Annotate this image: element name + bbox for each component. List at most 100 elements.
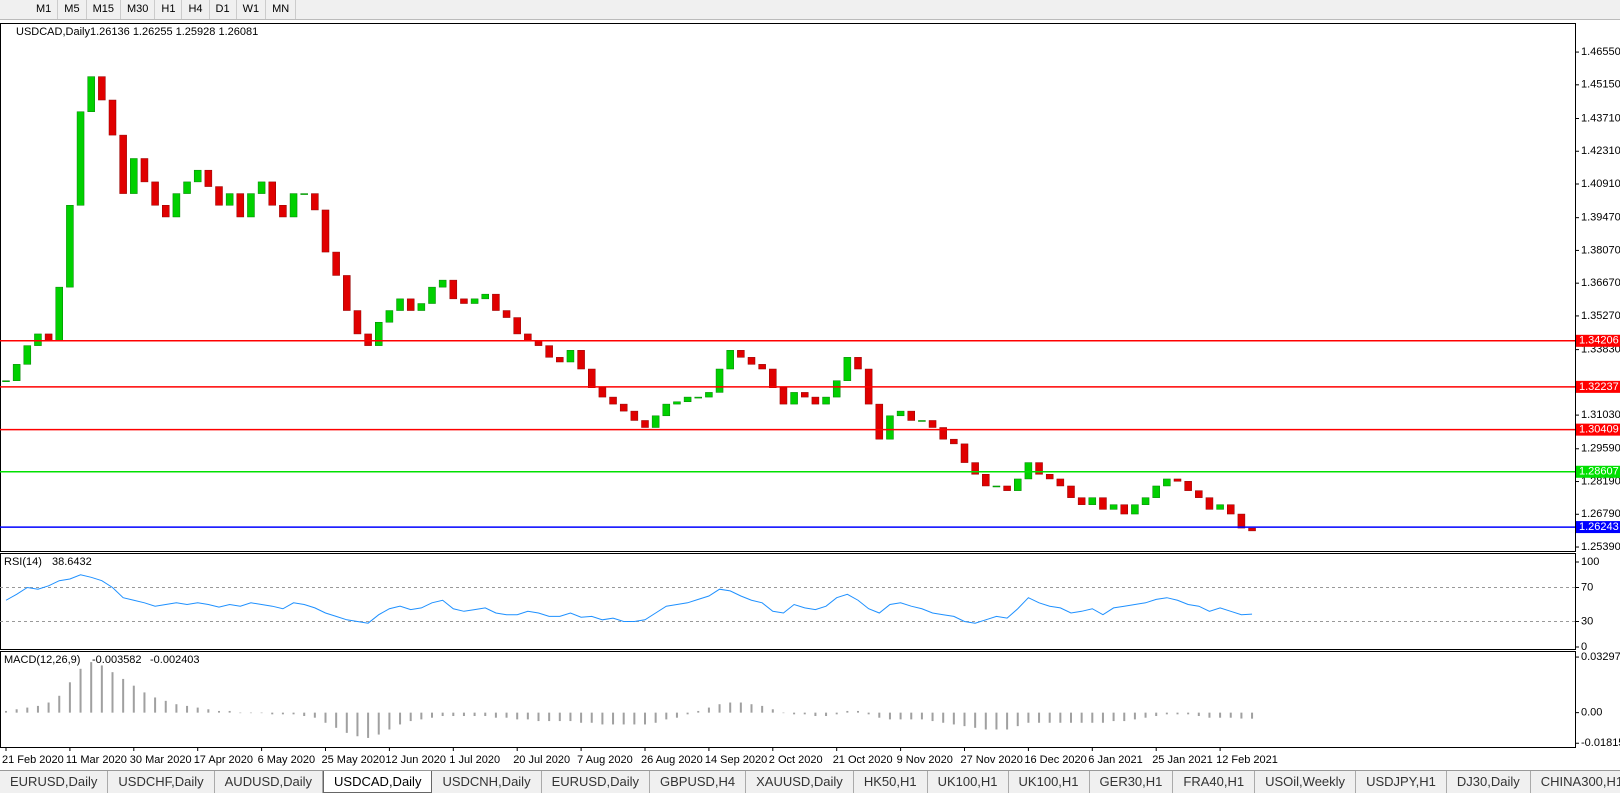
macd-bar [739, 702, 742, 713]
macd-bar [558, 712, 561, 722]
chart-tab[interactable]: GER30,H1 [1090, 771, 1174, 793]
candle [108, 99, 117, 136]
candle [673, 401, 681, 405]
timeframe-button[interactable]: H1 [155, 0, 183, 19]
macd-bar [1208, 712, 1211, 718]
rsi-current: 38.6432 [52, 556, 92, 568]
macd-bar [1070, 712, 1072, 723]
macd-bar [867, 712, 870, 715]
candle [1099, 497, 1107, 510]
candle [289, 193, 298, 218]
macd-bar [186, 705, 189, 713]
macd-bar [612, 712, 615, 725]
timeframe-button[interactable]: M1 [30, 0, 59, 19]
macd-bar [462, 712, 465, 717]
candle [1184, 481, 1192, 491]
candle [193, 169, 202, 183]
y-tick-label: 1.39470 [1581, 212, 1620, 224]
chart-tab[interactable]: USDCNH,Daily [432, 771, 542, 793]
timeframe-button[interactable]: MN [266, 0, 297, 19]
chart-tab[interactable]: AUDUSD,Daily [215, 771, 324, 793]
macd-bar [995, 712, 998, 730]
candle [822, 396, 830, 405]
chart-tab[interactable]: UK100,H1 [1009, 771, 1090, 793]
candle [1173, 478, 1182, 482]
price-level-tag [1576, 334, 1620, 347]
x-tick-label: 25 Jan 2021 [1152, 754, 1213, 766]
y-tick-label: 0 [1581, 641, 1587, 653]
candle [162, 205, 170, 218]
macd-bar [388, 712, 391, 730]
candle [1120, 504, 1128, 515]
y-tick-label: 1.42310 [1581, 145, 1620, 157]
macd-bar [313, 712, 316, 718]
macd-bar [15, 709, 18, 713]
symbol: USDCAD,Daily [16, 26, 90, 38]
timeframe-button[interactable]: M5 [58, 0, 87, 19]
macd-bar [569, 712, 572, 722]
candle [726, 350, 734, 370]
chart-tab[interactable]: XAUUSD,Daily [746, 771, 854, 793]
macd-bar [303, 712, 306, 717]
timeframe-button[interactable]: H4 [182, 0, 210, 19]
candle [257, 181, 266, 194]
candle [300, 193, 308, 195]
macd-bar [974, 712, 977, 728]
y-tick-label: 1.31030 [1581, 409, 1620, 421]
candle [705, 392, 713, 398]
candle [225, 193, 234, 206]
chart-tab[interactable]: CHINA300,H1 [1531, 771, 1620, 793]
chart-tab[interactable]: USDCHF,Daily [108, 771, 215, 793]
macd-bar [1240, 712, 1243, 719]
candle [87, 76, 95, 112]
chart-tab[interactable]: DJ30,Daily [1447, 771, 1531, 793]
candle [364, 333, 372, 346]
rsi-line [5, 574, 1253, 624]
timeframe-button[interactable]: D1 [210, 0, 237, 19]
chart-tab[interactable]: GBPUSD,H4 [650, 771, 747, 793]
timeframe-button[interactable]: M30 [121, 0, 156, 19]
macd-panel [0, 651, 1576, 748]
macd-bar [228, 710, 231, 713]
chart-tab[interactable]: UK100,H1 [928, 771, 1009, 793]
timeframe-button[interactable]: M15 [87, 0, 121, 19]
macd-bar [729, 702, 732, 713]
macd-bar [271, 712, 274, 715]
x-tick-label: 27 Nov 2020 [961, 754, 1023, 766]
candle [1216, 504, 1224, 510]
candle [215, 186, 223, 206]
chart-tab[interactable]: EURUSD,Daily [0, 771, 109, 793]
candle [769, 368, 777, 388]
macd-bar [1059, 712, 1062, 723]
macd-bar [292, 712, 295, 715]
macd-bar [399, 712, 402, 725]
x-tick-label: 6 Jan 2021 [1088, 754, 1142, 766]
chart-tab[interactable]: EURUSD,Daily [542, 771, 650, 793]
candle [1003, 485, 1011, 491]
candle [406, 298, 415, 311]
candle [588, 368, 596, 388]
candle [1109, 504, 1118, 510]
candle [1248, 527, 1256, 532]
chart-tab[interactable]: USDJPY,H1 [1356, 771, 1447, 793]
chart-tab[interactable]: USDCAD,Daily [323, 771, 433, 793]
candle [832, 380, 841, 398]
macd-bar [857, 710, 859, 713]
chart-tab[interactable]: FRA40,H1 [1173, 771, 1256, 793]
timeframe-button[interactable]: W1 [237, 0, 267, 19]
candle [492, 293, 500, 311]
x-tick-label: 14 Sep 2020 [705, 754, 767, 766]
candle [524, 333, 532, 342]
macd-bar [79, 668, 82, 713]
candle [747, 357, 756, 365]
macd-bar [910, 712, 913, 720]
macd-bar [1048, 712, 1051, 723]
candle [470, 298, 479, 304]
candle [875, 403, 884, 440]
chart-tab[interactable]: HK50,H1 [854, 771, 928, 793]
macd-current: -0.003582 [92, 654, 142, 666]
y-tick-label: 1.29590 [1581, 443, 1620, 455]
chart-tab[interactable]: USOil,Weekly [1255, 771, 1357, 793]
macd-bar [846, 710, 849, 713]
macd-bar [1155, 712, 1158, 717]
